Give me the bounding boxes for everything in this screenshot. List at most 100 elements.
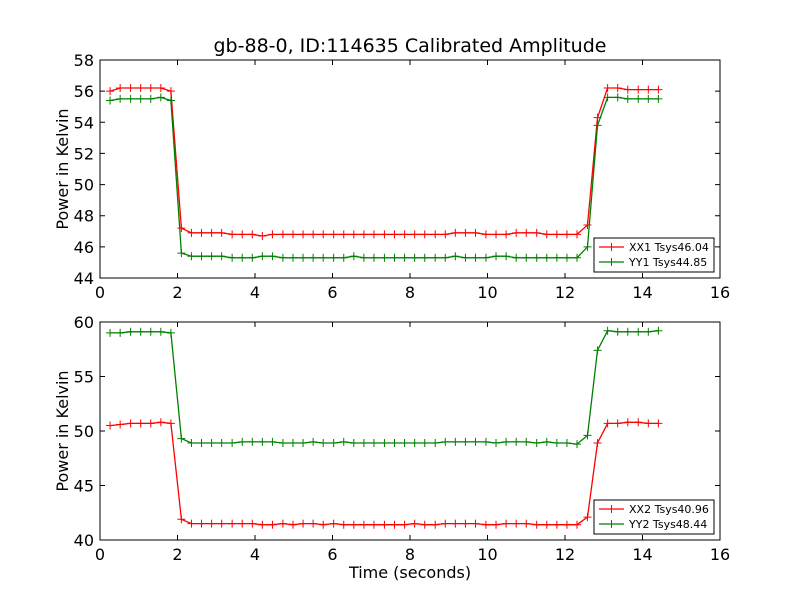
- x-axis-label: Time (seconds): [348, 563, 471, 582]
- legend-box: [593, 499, 715, 535]
- data-point-marker: [136, 84, 145, 93]
- data-point-marker: [593, 346, 602, 355]
- data-point-marker: [106, 421, 115, 430]
- data-point-marker: [471, 253, 480, 262]
- data-point-marker: [542, 520, 551, 529]
- data-point-marker: [522, 519, 531, 528]
- data-point-marker: [146, 327, 155, 336]
- data-point-marker: [136, 419, 145, 428]
- data-point-marker: [390, 438, 399, 447]
- data-point-marker: [492, 230, 501, 239]
- data-point-marker: [166, 328, 175, 337]
- data-point-marker: [492, 252, 501, 261]
- data-point-marker: [441, 230, 450, 239]
- data-point-marker: [258, 231, 267, 240]
- data-point-marker: [380, 520, 389, 529]
- data-point-marker: [369, 253, 378, 262]
- legend: XX1 Tsys46.04 YY1 Tsys44.85: [593, 237, 715, 273]
- data-point-marker: [583, 513, 592, 522]
- data-point-marker: [603, 326, 612, 335]
- data-point-marker: [431, 438, 440, 447]
- data-point-marker: [532, 438, 541, 447]
- data-point-marker: [380, 438, 389, 447]
- legend: XX2 Tsys40.96 YY2 Tsys48.44: [593, 499, 715, 535]
- data-point-marker: [420, 230, 429, 239]
- data-point-marker: [583, 242, 592, 251]
- data-point-marker: [380, 230, 389, 239]
- data-point-marker: [562, 230, 571, 239]
- data-point-marker: [451, 437, 460, 446]
- data-point-marker: [400, 438, 409, 447]
- data-point-marker: [319, 230, 328, 239]
- data-point-marker: [288, 253, 297, 262]
- data-point-marker: [359, 520, 368, 529]
- data-point-marker: [166, 96, 175, 105]
- series-line-1: [109, 87, 659, 237]
- data-point-marker: [562, 438, 571, 447]
- data-point-marker: [248, 253, 257, 262]
- data-point-marker: [126, 84, 135, 93]
- data-point-marker: [197, 252, 206, 261]
- data-point-marker: [309, 230, 318, 239]
- data-point-marker: [156, 84, 165, 93]
- data-point-marker: [146, 84, 155, 93]
- data-point-marker: [339, 520, 348, 529]
- data-point-marker: [299, 230, 308, 239]
- data-point-marker: [634, 418, 643, 427]
- data-point-marker: [106, 328, 115, 337]
- x-tick-label: 0: [95, 283, 105, 302]
- x-tick-label: 14: [632, 545, 652, 564]
- data-point-marker: [309, 253, 318, 262]
- y-tick-label: 52: [74, 144, 94, 163]
- data-point-marker: [146, 94, 155, 103]
- series-line-2: [110, 330, 659, 445]
- data-point-marker: [187, 438, 196, 447]
- data-point-marker: [126, 419, 135, 428]
- data-point-marker: [136, 327, 145, 336]
- data-point-marker: [654, 419, 663, 428]
- data-point-marker: [248, 437, 257, 446]
- data-point-marker: [268, 230, 277, 239]
- data-point-marker: [644, 94, 653, 103]
- chart-title: gb-88-0, ID:114635 Calibrated Amplitude: [214, 35, 607, 57]
- data-point-marker: [613, 84, 622, 93]
- legend-box: [593, 237, 715, 273]
- data-point-marker: [187, 228, 196, 237]
- data-point-marker: [339, 437, 348, 446]
- data-point-marker: [634, 327, 643, 336]
- data-point-marker: [441, 437, 450, 446]
- data-point-marker: [329, 253, 338, 262]
- data-point-marker: [644, 327, 653, 336]
- data-point-marker: [197, 228, 206, 237]
- data-point-marker: [288, 230, 297, 239]
- data-point-marker: [431, 253, 440, 262]
- data-point-marker: [359, 438, 368, 447]
- data-point-marker: [166, 87, 175, 96]
- data-point-marker: [116, 94, 125, 103]
- series-line-1: [110, 421, 659, 526]
- x-tick-label: 8: [405, 545, 415, 564]
- data-point-marker: [217, 228, 226, 237]
- data-point-marker: [339, 230, 348, 239]
- data-point-marker: [410, 438, 419, 447]
- x-tick-label: 12: [555, 283, 575, 302]
- data-point-marker: [400, 520, 409, 529]
- data-point-marker: [268, 252, 277, 261]
- data-point-marker: [380, 253, 389, 262]
- x-tick-label: 4: [250, 283, 260, 302]
- data-point-marker: [654, 85, 663, 94]
- data-point-marker: [644, 85, 653, 94]
- data-point-marker: [258, 520, 267, 529]
- data-point-marker: [106, 96, 115, 105]
- data-point-marker: [369, 438, 378, 447]
- x-tick-label: 2: [172, 545, 182, 564]
- bottom-panel: 0 2 4 6 8 10 12 14 16 40 45 50 55 60 Power in Kelvin Ti…: [53, 313, 730, 582]
- y-tick-label: 50: [74, 176, 94, 195]
- data-point-marker: [207, 438, 216, 447]
- data-point-marker: [471, 437, 480, 446]
- data-point-marker: [207, 228, 216, 237]
- data-point-marker: [532, 253, 541, 262]
- data-point-marker: [420, 520, 429, 529]
- data-point-marker: [238, 519, 247, 528]
